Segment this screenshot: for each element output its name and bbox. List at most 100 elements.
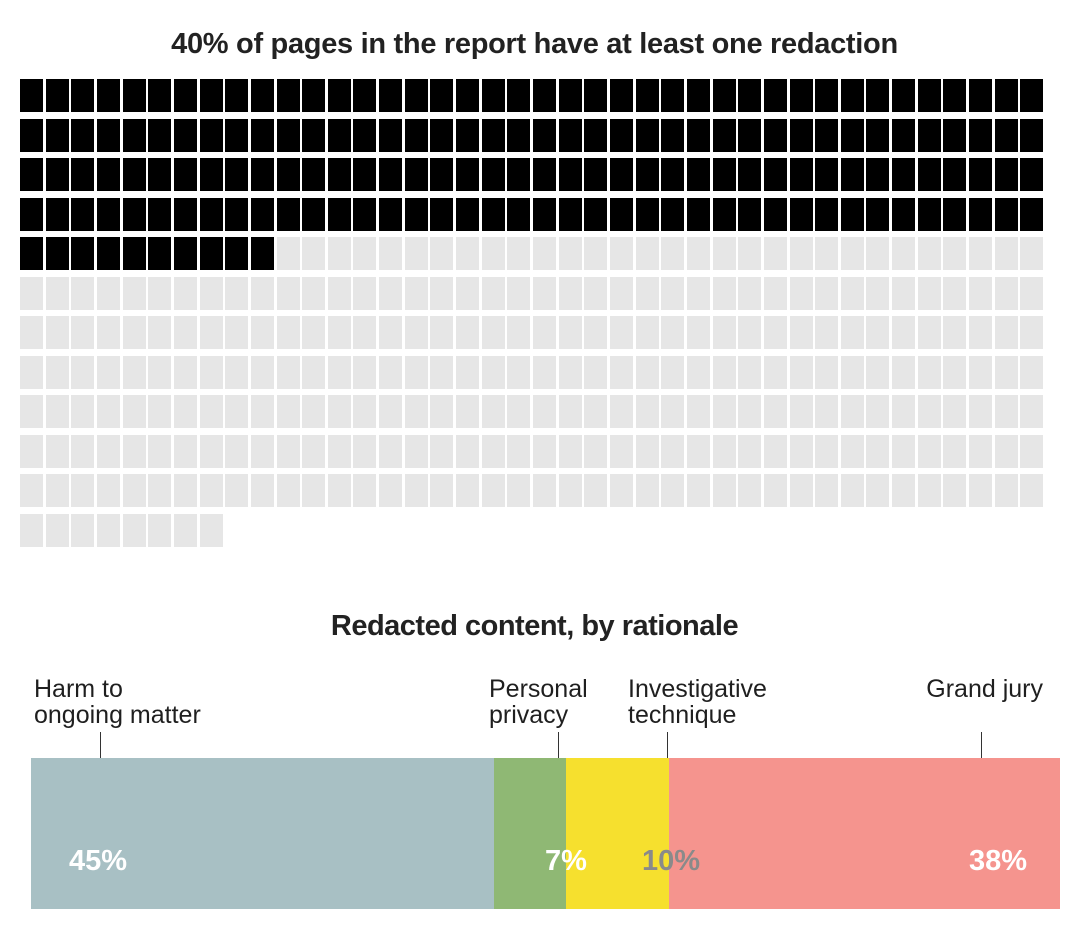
waffle-cell-unredacted bbox=[71, 355, 95, 389]
waffle-cell-unredacted bbox=[866, 316, 890, 349]
waffle-cell-unredacted bbox=[558, 355, 582, 389]
waffle-cell-redacted bbox=[584, 197, 608, 231]
waffle-cell-redacted bbox=[148, 197, 172, 231]
waffle-cell-unredacted bbox=[302, 355, 326, 389]
waffle-cell-unredacted bbox=[558, 474, 582, 507]
waffle-cell-unredacted bbox=[481, 434, 505, 468]
waffle-cell-unredacted bbox=[815, 276, 839, 310]
waffle-cell-unredacted bbox=[789, 395, 813, 428]
waffle-cell-unredacted bbox=[584, 276, 608, 310]
waffle-cell-redacted bbox=[738, 79, 762, 112]
waffle-cell-redacted bbox=[379, 118, 403, 152]
waffle-cell-unredacted bbox=[789, 237, 813, 270]
waffle-cell-unredacted bbox=[71, 316, 95, 349]
waffle-cell-redacted bbox=[327, 158, 351, 191]
waffle-cell-redacted bbox=[815, 79, 839, 112]
waffle-cell-redacted bbox=[276, 158, 300, 191]
waffle-cell-redacted bbox=[71, 79, 95, 112]
waffle-cell-redacted bbox=[45, 79, 69, 112]
waffle-cell-unredacted bbox=[430, 474, 454, 507]
waffle-cell-redacted bbox=[1020, 158, 1044, 191]
waffle-cell-unredacted bbox=[994, 474, 1018, 507]
waffle-cell-unredacted bbox=[686, 276, 710, 310]
waffle-cell-unredacted bbox=[661, 395, 685, 428]
waffle-cell-redacted bbox=[302, 158, 326, 191]
waffle-cell-unredacted bbox=[892, 276, 916, 310]
waffle-cell-redacted bbox=[20, 197, 43, 231]
waffle-cell-unredacted bbox=[225, 474, 249, 507]
waffle-cell-redacted bbox=[456, 118, 479, 152]
waffle-cell-unredacted bbox=[635, 355, 659, 389]
waffle-cell-redacted bbox=[892, 158, 916, 191]
waffle-cell-redacted bbox=[815, 118, 839, 152]
waffle-cell-unredacted bbox=[1020, 316, 1044, 349]
waffle-cell-redacted bbox=[994, 118, 1018, 152]
waffle-cell-unredacted bbox=[430, 434, 454, 468]
waffle-cell-redacted bbox=[379, 79, 403, 112]
waffle-cell-unredacted bbox=[96, 474, 120, 507]
waffle-cell-unredacted bbox=[866, 237, 890, 270]
waffle-cell-unredacted bbox=[353, 237, 377, 270]
waffle-cell-unredacted bbox=[96, 276, 120, 310]
waffle-cell-unredacted bbox=[148, 513, 172, 547]
waffle-cell-unredacted bbox=[917, 474, 941, 507]
waffle-cell-unredacted bbox=[584, 434, 608, 468]
waffle-cell-redacted bbox=[686, 197, 710, 231]
waffle-cell-redacted bbox=[225, 118, 249, 152]
waffle-cell-unredacted bbox=[96, 395, 120, 428]
waffle-cell-redacted bbox=[96, 118, 120, 152]
waffle-cell-redacted bbox=[533, 118, 556, 152]
waffle-cell-unredacted bbox=[456, 434, 479, 468]
waffle-cell-unredacted bbox=[558, 316, 582, 349]
waffle-cell-unredacted bbox=[225, 276, 249, 310]
waffle-cell-unredacted bbox=[661, 316, 685, 349]
waffle-cell-redacted bbox=[661, 79, 685, 112]
waffle-cell-redacted bbox=[276, 79, 300, 112]
waffle-cell-unredacted bbox=[840, 276, 864, 310]
waffle-cell-unredacted bbox=[276, 276, 300, 310]
waffle-cell-unredacted bbox=[994, 355, 1018, 389]
waffle-cell-redacted bbox=[430, 118, 454, 152]
bar-segment-harm-to-ongoing-matter bbox=[31, 758, 495, 909]
waffle-cell-unredacted bbox=[866, 434, 890, 468]
category-label: Grand jury bbox=[926, 675, 1043, 703]
waffle-cell-redacted bbox=[969, 79, 992, 112]
waffle-cell-unredacted bbox=[276, 237, 300, 270]
waffle-cell-redacted bbox=[225, 237, 249, 270]
waffle-cell-unredacted bbox=[173, 434, 197, 468]
waffle-cell-unredacted bbox=[686, 434, 710, 468]
waffle-cell-unredacted bbox=[712, 434, 736, 468]
waffle-cell-redacted bbox=[45, 197, 69, 231]
value-label: 38% bbox=[968, 845, 1027, 877]
waffle-cell-unredacted bbox=[840, 395, 864, 428]
waffle-cell-redacted bbox=[122, 79, 146, 112]
waffle-cell-redacted bbox=[943, 118, 967, 152]
waffle-cell-unredacted bbox=[609, 355, 633, 389]
waffle-cell-redacted bbox=[353, 79, 377, 112]
waffle-cell-unredacted bbox=[45, 474, 69, 507]
waffle-cell-redacted bbox=[789, 118, 813, 152]
waffle-cell-unredacted bbox=[763, 276, 787, 310]
waffle-cell-unredacted bbox=[302, 276, 326, 310]
waffle-cell-redacted bbox=[994, 158, 1018, 191]
waffle-cell-unredacted bbox=[635, 276, 659, 310]
waffle-cell-redacted bbox=[71, 158, 95, 191]
waffle-cell-unredacted bbox=[225, 434, 249, 468]
waffle-cell-unredacted bbox=[943, 237, 967, 270]
waffle-cell-unredacted bbox=[379, 316, 403, 349]
waffle-cell-redacted bbox=[20, 237, 43, 270]
waffle-cell-unredacted bbox=[686, 316, 710, 349]
waffle-cell-unredacted bbox=[584, 474, 608, 507]
waffle-cell-unredacted bbox=[584, 316, 608, 349]
waffle-cell-unredacted bbox=[173, 316, 197, 349]
waffle-cell-redacted bbox=[96, 237, 120, 270]
waffle-cell-unredacted bbox=[327, 434, 351, 468]
waffle-cell-unredacted bbox=[122, 474, 146, 507]
waffle-cell-redacted bbox=[609, 118, 633, 152]
waffle-cell-redacted bbox=[763, 158, 787, 191]
waffle-cell-redacted bbox=[686, 118, 710, 152]
waffle-cell-redacted bbox=[148, 79, 172, 112]
waffle-cell-unredacted bbox=[379, 474, 403, 507]
waffle-cell-unredacted bbox=[148, 395, 172, 428]
waffle-cell-redacted bbox=[302, 118, 326, 152]
